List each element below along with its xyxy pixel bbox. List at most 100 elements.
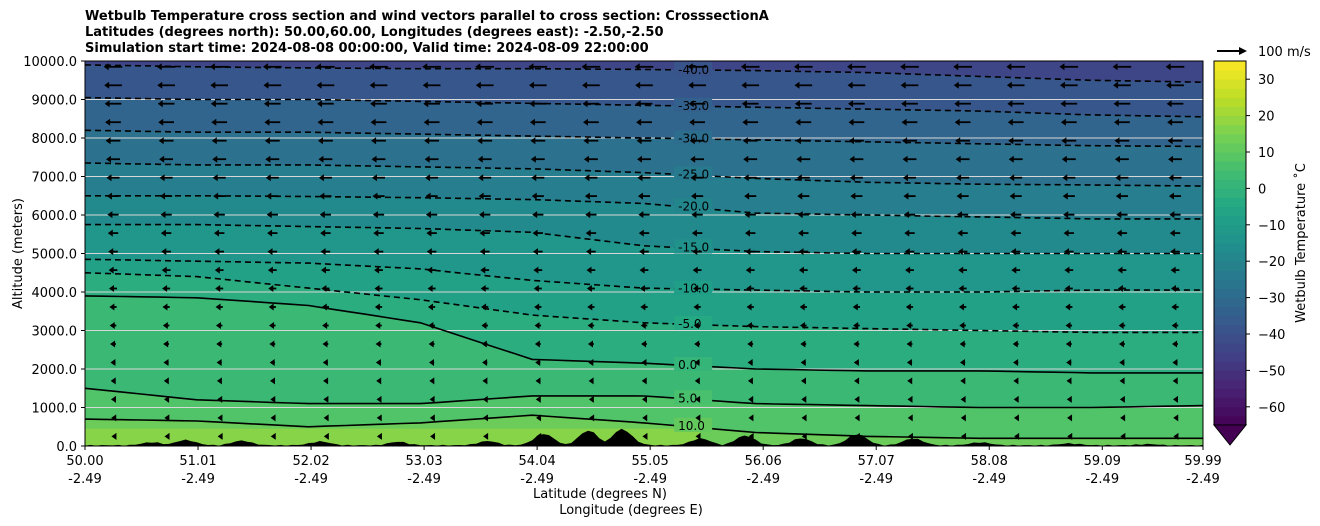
wind-arrow [953,63,972,71]
colorbar-segment [1214,361,1246,371]
wind-arrow [269,322,276,329]
wind-arrow [482,395,488,403]
wind-arrow [1166,81,1184,89]
wind-arrow [1010,248,1021,256]
wind-arrow [801,414,807,422]
wind-arrow [1172,395,1178,403]
wind-arrow [582,100,600,108]
wind-arrow [372,192,385,200]
wind-arrow [215,322,223,329]
wind-arrow [479,248,490,256]
quiver-key-label: 100 m/s [1258,45,1311,60]
x-tick-label-lat: 59.99 [1184,454,1221,469]
contour-label: -5.0 [678,317,701,331]
wind-arrow [475,81,494,89]
contour-line-10 [85,414,1203,440]
filled-contours [85,61,1203,446]
wind-arrow [798,266,808,274]
wind-arrow [852,266,861,274]
wind-arrow [635,81,653,89]
wind-arrow [322,322,329,329]
wind-arrow [267,248,278,256]
wind-arrow [1168,192,1182,200]
wind-arrow [587,303,595,311]
wind-arrow [217,395,223,403]
wind-arrow [960,377,966,385]
wind-arrow [373,248,384,256]
wind-arrow [211,118,228,126]
wind-arrow [423,100,440,108]
quiver-key-arrow-head [1239,47,1247,55]
x-tick-label-lat: 57.07 [858,454,895,469]
wind-arrow [900,63,919,71]
wind-arrow [1061,137,1077,145]
wind-arrow [690,174,704,182]
wind-arrow [1009,192,1022,200]
wind-arrow [1011,285,1020,292]
wind-arrow [586,266,596,274]
colorbar-segment [1214,70,1246,80]
wind-arrow [317,118,334,126]
wind-arrow [535,395,541,403]
colorbar-tick-label: −40 [1258,328,1285,343]
wind-arrow [740,63,760,71]
wind-arrow [1012,340,1019,348]
wind-arrow [852,285,861,292]
wind-arrow [162,303,170,311]
wind-arrow [215,285,224,292]
wind-arrow [216,359,222,366]
colorbar-segment [1214,197,1246,208]
wind-arrow [481,322,488,329]
wind-arrow [694,340,701,348]
wind-arrow [480,266,490,274]
wind-arrow [107,229,119,237]
colorbar-segment [1214,379,1246,390]
colorbar-segment [1214,79,1246,89]
wind-arrow [156,63,176,71]
wind-arrow [427,266,436,274]
wind-arrow [213,211,225,219]
wind-arrow [110,377,116,385]
wind-arrow [164,432,170,440]
wind-arrow [1166,100,1184,108]
contour-line--30 [85,129,1203,148]
wind-arrow [854,395,860,403]
contour-label: 5.0 [678,391,697,405]
wind-arrow [695,432,701,440]
wind-arrow [1167,118,1183,126]
wind-arrow [847,81,866,89]
wind-arrow [955,137,971,145]
wind-arrow [1065,340,1072,348]
wind-arrow [483,432,489,440]
colorbar-segment [1214,261,1246,271]
wind-arrow [588,377,594,385]
wind-arrow [901,100,918,108]
wind-arrow [641,359,647,366]
wind-arrow [534,340,541,348]
colorbar-segment [1214,370,1246,380]
wind-arrow [369,63,388,71]
wind-arrow [586,248,596,256]
wind-arrow [317,100,334,108]
colorbar-segment [1214,397,1246,408]
contour-line--15 [85,223,1203,255]
wind-arrow [319,192,332,200]
wind-arrow [371,155,386,163]
wind-arrow [1169,211,1181,219]
wind-arrow [1170,248,1180,256]
wind-arrow [321,303,330,311]
colorbar-extend-min [1212,424,1248,446]
wind-arrow [906,359,913,366]
wind-arrow [743,155,758,163]
wind-arrow [109,303,117,311]
wind-arrow [1066,395,1072,403]
wind-arrow [688,81,706,89]
wind-arrow [158,137,174,145]
wind-arrow [587,340,594,348]
wind-arrow [1064,266,1074,274]
wind-arrow [745,266,755,274]
wind-arrow [535,377,541,385]
wind-arrow [901,118,918,126]
wind-arrow [1066,359,1072,366]
contour-label-bg [674,390,713,405]
